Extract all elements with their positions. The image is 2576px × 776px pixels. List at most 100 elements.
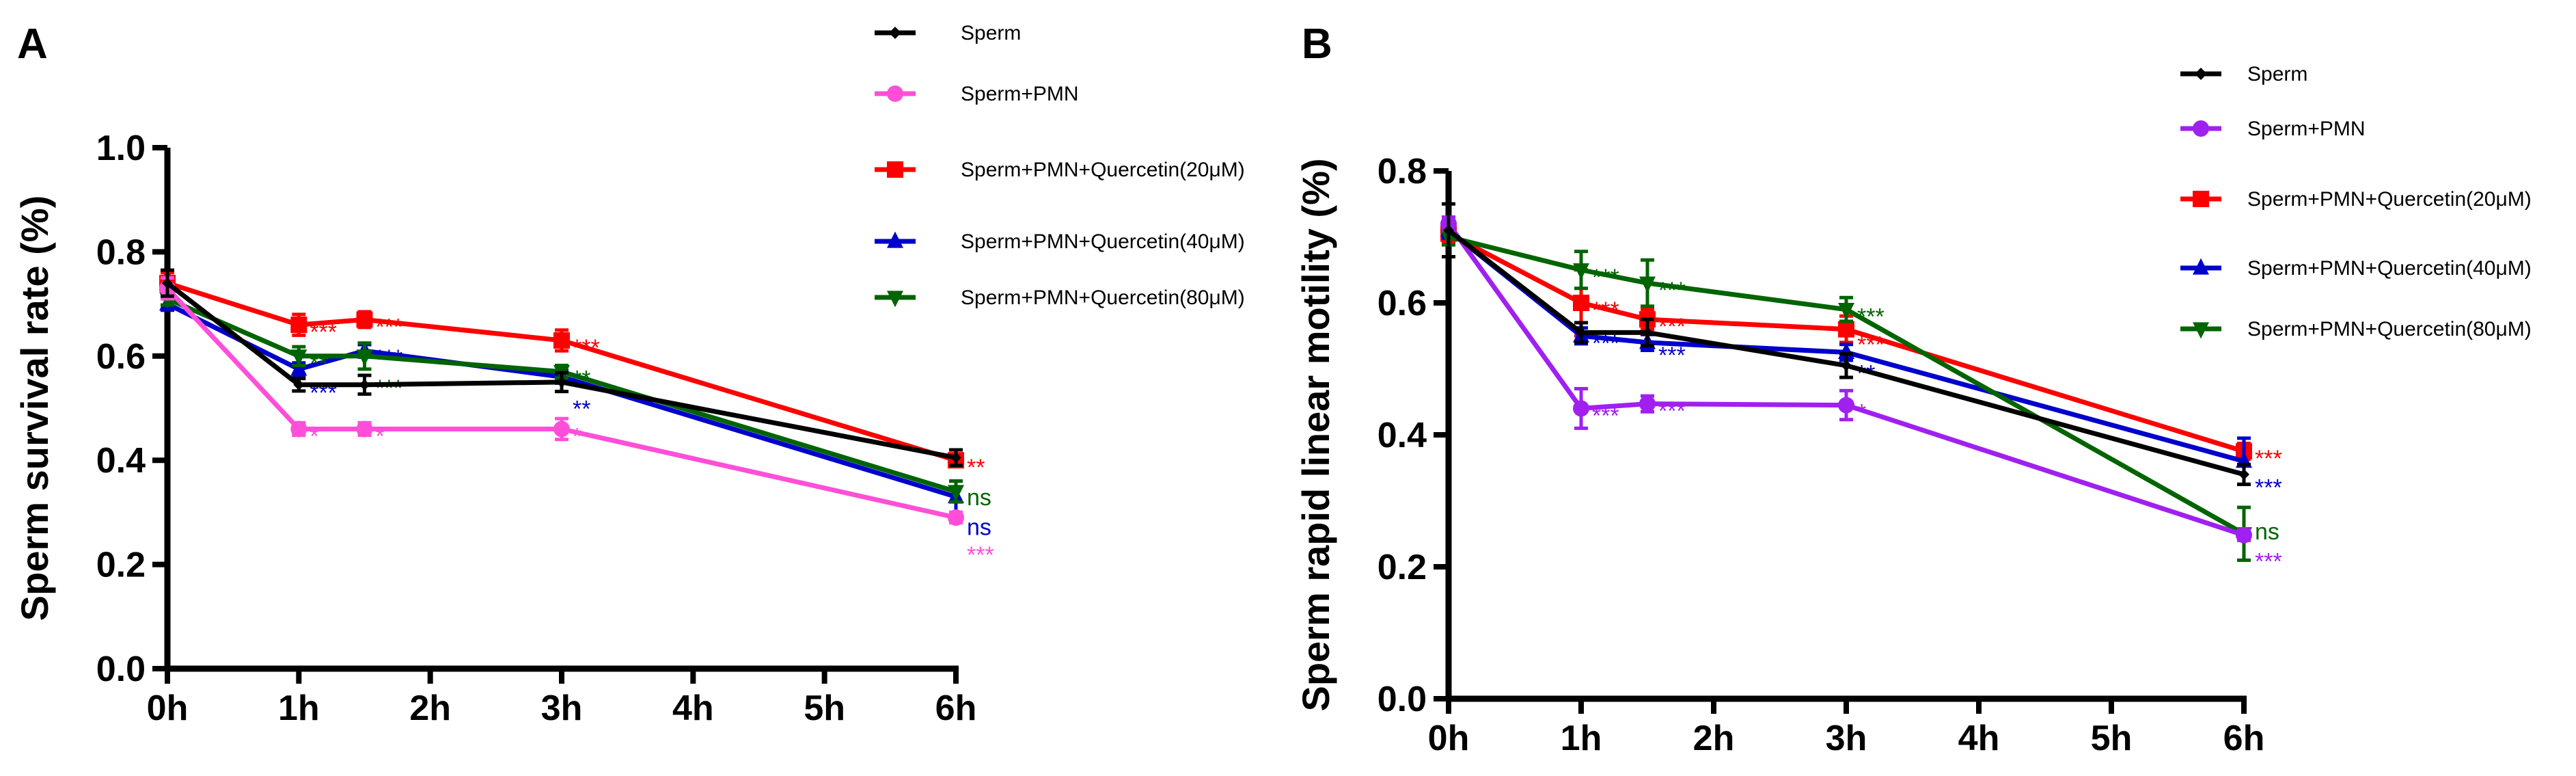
- significance-label: **: [573, 396, 590, 422]
- marker-triangle-down: [290, 349, 307, 366]
- marker-triangle-down: [1639, 276, 1656, 293]
- significance-label: ***: [967, 542, 994, 568]
- y-axis-label: Sperm rapid linear motility (%): [1294, 158, 1337, 711]
- marker-circle: [948, 509, 964, 526]
- marker-circle: [2236, 526, 2252, 544]
- marker-square: [1573, 295, 1589, 311]
- x-tick-label: 6h: [2223, 719, 2265, 758]
- x-tick-label: 0h: [147, 688, 189, 728]
- x-tick-label: 3h: [541, 688, 583, 728]
- y-tick-label: 0.2: [96, 546, 146, 585]
- marker-diamond: [2195, 68, 2207, 80]
- significance-label: ***: [2255, 549, 2282, 575]
- marker-triangle-up: [2193, 258, 2209, 275]
- significance-label: ***: [376, 314, 403, 340]
- significance-label: ***: [1857, 304, 1885, 330]
- legend-entry: Sperm+PMN+Quercetin(40μM): [2247, 257, 2532, 280]
- significance-label: ***: [2255, 446, 2282, 472]
- series-4: *********ns: [1440, 227, 2279, 562]
- panel-label: B: [1302, 21, 1332, 68]
- y-tick-label: 0.4: [96, 441, 146, 481]
- marker-square: [290, 317, 307, 334]
- marker-triangle-down: [2193, 322, 2209, 339]
- significance-label: ***: [376, 375, 403, 401]
- series-0: [1442, 202, 2251, 486]
- marker-square: [887, 161, 903, 178]
- panel-label: A: [17, 21, 48, 68]
- legend-entry: Sperm+PMN: [961, 83, 1079, 105]
- marker-square: [356, 311, 373, 328]
- marker-square: [553, 332, 570, 349]
- marker-square: [2193, 191, 2209, 207]
- series-1: *** *** ****: [1440, 215, 2282, 575]
- significance-label: ***: [1592, 297, 1619, 323]
- significance-label: **: [967, 455, 985, 481]
- legend: Sperm Sperm+PMN Sperm+PMN+Quercetin(20μM) S…: [2180, 63, 2532, 340]
- significance-label: *: [573, 423, 581, 449]
- marker-triangle-down: [1573, 263, 1589, 280]
- significance-label: ***: [1592, 265, 1619, 291]
- y-axis-label: Sperm survival rate (%): [13, 196, 56, 621]
- marker-circle: [1639, 395, 1656, 412]
- legend-entry: Sperm+PMN+Quercetin(20μM): [961, 159, 1245, 181]
- significance-label: ***: [1658, 399, 1686, 425]
- marker-diamond: [556, 376, 567, 388]
- y-tick-label: 0.8: [96, 232, 146, 272]
- marker-circle: [2193, 120, 2209, 137]
- x-tick-label: 4h: [672, 688, 714, 728]
- significance-label: *: [1857, 400, 1866, 426]
- marker-diamond: [950, 452, 961, 464]
- significance-label: **: [310, 351, 327, 377]
- x-tick-label: 2h: [1693, 719, 1735, 758]
- x-tick-label: 1h: [278, 688, 320, 728]
- significance-label: ***: [573, 335, 600, 361]
- x-tick-label: 6h: [935, 688, 977, 728]
- y-tick-label: 0.6: [1378, 284, 1427, 323]
- series-3: *** ********: [1440, 220, 2282, 501]
- marker-circle: [553, 420, 570, 438]
- marker-diamond: [162, 278, 173, 289]
- marker-triangle-down: [948, 485, 964, 502]
- y-tick-label: 0.4: [1378, 416, 1427, 455]
- y-tick-label: 0.0: [96, 650, 146, 689]
- significance-label: *: [376, 423, 385, 449]
- legend-entry: Sperm+PMN+Quercetin(80μM): [961, 286, 1245, 309]
- marker-diamond: [359, 379, 370, 390]
- legend-entry: Sperm+PMN: [2247, 118, 2366, 140]
- legend-entry: Sperm: [2247, 63, 2307, 85]
- marker-diamond: [293, 379, 305, 390]
- marker-circle: [356, 420, 373, 438]
- marker-circle: [887, 85, 903, 102]
- significance-label: ns: [967, 485, 991, 511]
- significance-label: ns: [2255, 519, 2279, 545]
- significance-label: ***: [1658, 278, 1686, 304]
- marker-diamond: [889, 27, 901, 39]
- x-tick-label: 1h: [1561, 719, 1602, 758]
- marker-diamond: [1841, 360, 1852, 371]
- series-line: [1447, 222, 2245, 538]
- y-tick-label: 0.0: [1378, 680, 1427, 719]
- y-tick-label: 0.2: [1378, 548, 1427, 587]
- legend-entry: Sperm+PMN+Quercetin(20μM): [2247, 188, 2532, 211]
- significance-label: ***: [1592, 403, 1619, 429]
- marker-circle: [1838, 397, 1854, 414]
- series-2: *** ********: [159, 271, 985, 481]
- chart-panel-B: B Sperm rapid linear motility (%) 0.0 0.2 0.…: [1294, 21, 2532, 758]
- x-tick-label: 2h: [409, 688, 451, 728]
- y-tick-label: 0.8: [1378, 152, 1427, 191]
- x-tick-label: 0h: [1428, 719, 1470, 758]
- marker-triangle-down: [887, 291, 903, 308]
- y-tick-label: 0.6: [96, 337, 146, 377]
- x-tick-label: 3h: [1826, 719, 1867, 758]
- marker-diamond: [1443, 224, 1454, 236]
- legend-entry: Sperm+PMN+Quercetin(40μM): [961, 230, 1245, 253]
- legend-entry: Sperm: [961, 22, 1021, 44]
- marker-diamond: [1642, 327, 1653, 338]
- x-tick-label: 4h: [1958, 719, 2000, 758]
- y-tick-label: 1.0: [96, 129, 146, 168]
- series-line: [1448, 235, 2245, 536]
- significance-label: ***: [1857, 332, 1885, 358]
- significance-label: ***: [310, 319, 337, 345]
- marker-triangle-down: [1838, 303, 1854, 320]
